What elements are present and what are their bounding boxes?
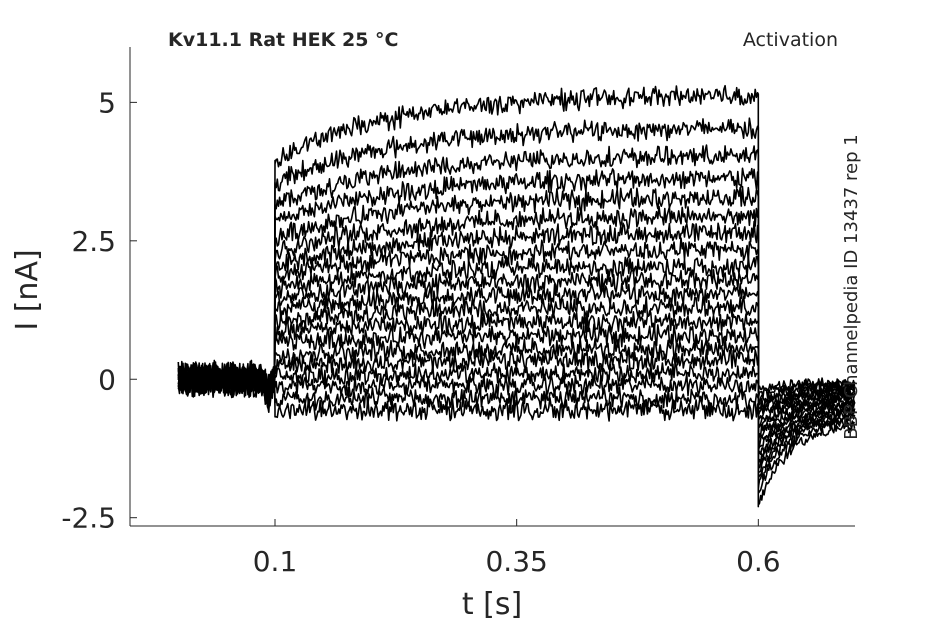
x-ticks: 0.1 0.35 0.6: [253, 519, 781, 578]
sweep-trace: [177, 117, 856, 494]
axes: -2.5 0 2.5 5 0.1 0.35 0.6: [61, 47, 855, 578]
sweep-trace: [177, 268, 856, 450]
sweep-trace: [177, 255, 856, 452]
y-ticks: -2.5 0 2.5 5: [61, 86, 137, 535]
sweep-trace: [177, 220, 856, 466]
sweep-trace: [177, 167, 856, 480]
sweep-trace: [177, 362, 856, 411]
source-label: BBP Channelpedia ID 13437 rep 1: [841, 134, 862, 439]
y-tick-label: 5: [98, 86, 116, 119]
sweep-trace: [178, 84, 856, 508]
sweep-trace: [177, 310, 856, 430]
sweep-trace: [177, 144, 856, 490]
y-axis-label: I [nA]: [10, 249, 45, 330]
sweep-trace: [177, 282, 856, 443]
x-tick-label: 0.35: [485, 545, 547, 578]
sweep-traces: [177, 84, 856, 508]
sweep-trace: [177, 205, 856, 470]
sweep-trace: [177, 364, 856, 406]
x-tick-label: 0.6: [736, 545, 781, 578]
x-tick-label: 0.1: [253, 545, 298, 578]
chart-title: Kv11.1 Rat HEK 25 °C: [168, 29, 398, 51]
y-tick-label: -2.5: [61, 502, 116, 535]
sweep-trace: [177, 237, 856, 458]
sweep-trace: [177, 295, 856, 439]
x-axis-label: t [s]: [462, 587, 522, 622]
sweep-trace: [178, 185, 856, 475]
sweep-trace: [177, 348, 856, 417]
y-tick-label: 0: [98, 363, 116, 396]
y-tick-label: 2.5: [71, 225, 116, 258]
sweep-trace: [177, 337, 856, 420]
protocol-label: Activation: [743, 29, 838, 51]
